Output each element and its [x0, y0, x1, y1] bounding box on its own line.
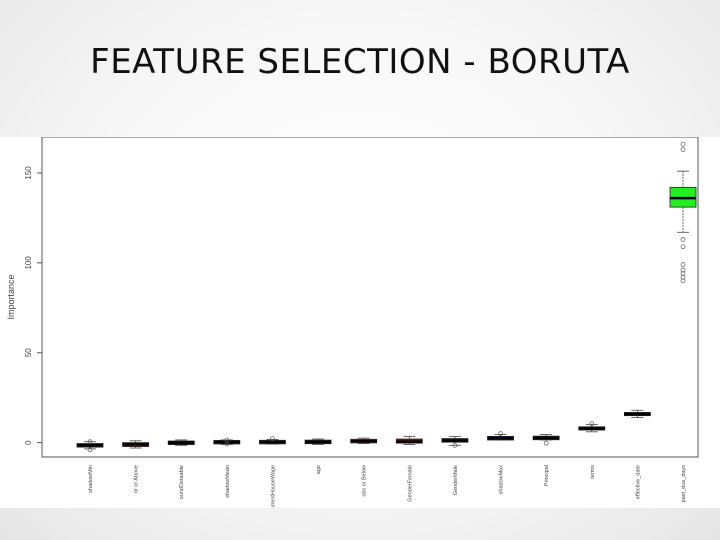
box-principal: [532, 434, 560, 446]
box-ounddetaable: [167, 439, 195, 446]
x-tick-label: shadowMax: [499, 465, 505, 495]
outlier-point: [680, 237, 686, 242]
y-tick-label: 50: [24, 348, 33, 357]
plot-frame: [41, 137, 699, 458]
x-tick-labels: shadowMin or or Above oundDetaable shadowMe…: [88, 465, 687, 508]
box-effective-date: [623, 409, 651, 418]
outlier-point: [87, 447, 93, 453]
x-tick-label: past_due_days: [681, 465, 687, 503]
outlier-point: [680, 271, 686, 276]
y-tick-label: 150: [24, 166, 33, 180]
box-currenthousewage: [259, 436, 286, 445]
outlier-point: [452, 442, 458, 448]
y-tick-label: 0: [24, 440, 33, 445]
outlier-point: [680, 141, 686, 147]
box-shadowmin: [76, 439, 104, 453]
outlier-point: [680, 147, 686, 152]
outlier-point: [498, 431, 503, 436]
outlier-point: [270, 436, 275, 442]
box-age: [304, 438, 332, 445]
outlier-point: [680, 262, 686, 267]
x-tick-label: GenderFemale: [407, 465, 413, 502]
x-tick-label: Principal: [544, 465, 550, 486]
x-tick-label: effective_date: [635, 465, 641, 499]
box-gendermale: [441, 435, 469, 448]
slide-title: FEATURE SELECTION - BORUTA: [90, 42, 630, 82]
box-oss-or-below: [350, 437, 378, 444]
outlier-point: [680, 244, 686, 250]
outlier-point: [543, 440, 549, 446]
x-tick-label: terms: [590, 465, 596, 479]
boruta-boxplot: Importance 0 50 100 150 shadowMin or or Abov…: [6, 137, 699, 508]
boxplot-panel: Importance 0 50 100 150 shadowMin or or Abov…: [0, 137, 720, 508]
outlier-point: [224, 441, 230, 447]
y-tick-label: 100: [24, 256, 33, 270]
x-tick-label: shadowMean: [225, 465, 231, 498]
y-axis-label: Importance: [6, 274, 16, 319]
outlier-point: [589, 421, 595, 427]
box-past-due-days: [669, 141, 697, 284]
x-tick-label: oss or Below: [362, 465, 368, 497]
outlier-point: [680, 278, 686, 284]
x-tick-label: GenderMale: [453, 465, 459, 495]
outlier-point: [680, 267, 686, 273]
box-genderfemale: [395, 435, 423, 445]
x-tick-label: or or Above: [134, 465, 140, 493]
box-terms: [578, 421, 606, 433]
outlier-point: [87, 439, 93, 445]
box-shadowmean: [213, 437, 241, 447]
x-tick-label: CurrentHouseWage: [270, 465, 276, 508]
y-ticks: 0 50 100 150: [24, 166, 42, 445]
outlier-point: [680, 274, 686, 280]
x-tick-label: oundDetaable: [179, 465, 185, 499]
x-tick-label: shadowMin: [88, 465, 94, 493]
x-tick-label: age: [316, 465, 322, 474]
box-shadowmax: [487, 431, 514, 441]
boxes: [76, 141, 697, 453]
box-or-or-above: [122, 440, 150, 449]
